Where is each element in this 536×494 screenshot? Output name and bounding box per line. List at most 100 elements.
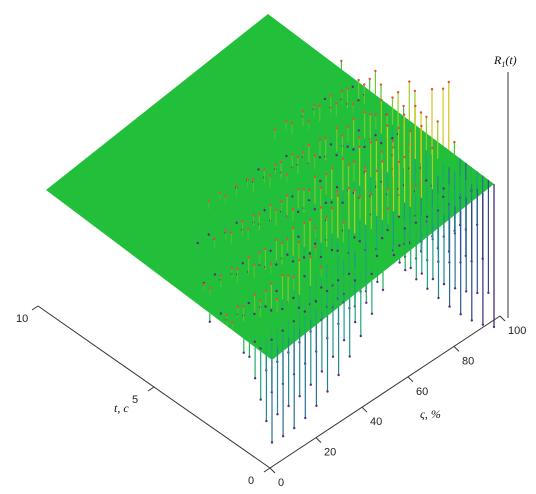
surface-spike-tip	[397, 215, 401, 218]
s-tick-mark	[407, 376, 414, 383]
surface-spike-tip	[236, 305, 240, 308]
surface-spike-tip	[304, 416, 307, 420]
surface-spike-tip	[263, 168, 266, 171]
surface-spike-tip	[442, 282, 446, 286]
s-axis-line	[269, 315, 501, 469]
surface-spike-tip	[307, 143, 311, 147]
surface-spike-tip	[442, 195, 445, 199]
surface-spike-tip	[336, 190, 339, 193]
surface-spike-tip	[336, 249, 339, 252]
surface-spike-tip	[275, 238, 278, 241]
surface-spike-tip	[326, 390, 329, 393]
surface-spike-tip	[230, 266, 234, 269]
surface-spike-tip	[208, 320, 211, 323]
surface-spike-tip	[298, 395, 301, 398]
surface-spike-tip	[297, 235, 300, 238]
surface-spike-tip	[285, 154, 288, 158]
surface-spike-tip	[291, 195, 294, 198]
surface-spike-tip	[247, 301, 250, 305]
surface-spike-tip	[259, 299, 262, 302]
surface-spike-tip	[430, 88, 434, 91]
t-tick-label: 5	[132, 394, 138, 406]
surface-spike-tip	[314, 246, 317, 249]
surface-spike-tip	[231, 321, 234, 324]
surface-spike-tip	[335, 154, 338, 157]
surface-spike-tip	[312, 103, 316, 106]
s-tick-mark	[315, 437, 322, 443]
surface-spike-tip	[264, 247, 267, 250]
surface-spike-tip	[386, 124, 389, 127]
surface-spike-tip	[298, 258, 301, 262]
t-tick-mark	[147, 386, 155, 392]
surface-spike-tip	[413, 89, 417, 93]
surface-spike-tip	[337, 279, 340, 282]
surface-spike-tip	[320, 286, 323, 289]
surface-spike-tip	[397, 160, 401, 164]
surface-spike-tip	[409, 266, 412, 270]
surface-spike-tip	[441, 87, 445, 90]
surface-spike-tip	[281, 273, 284, 277]
surface-spike-tip	[253, 340, 256, 343]
surface-spike-tip	[293, 426, 296, 430]
surface-spike-tip	[337, 373, 340, 377]
surface-spike-tip	[363, 145, 366, 149]
surface-spike-tip	[453, 140, 456, 144]
surface-spike-tip	[470, 319, 473, 322]
surface-spike-tip	[219, 274, 222, 278]
surface-spike-tip	[340, 90, 344, 93]
surface-spike-tip	[313, 175, 317, 179]
surface-spike-tip	[290, 122, 293, 125]
surface-spike-tip	[357, 99, 360, 102]
surface-spike-tip	[358, 145, 361, 148]
surface-spike-tip	[392, 253, 396, 257]
surface-spike-tip	[319, 179, 322, 183]
surface-spike-tip	[431, 277, 435, 281]
surface-spike-tip	[225, 313, 228, 317]
surface-spike-tip	[380, 150, 383, 153]
surface-spike-tip	[448, 305, 451, 308]
surface-spike-tip	[420, 272, 423, 275]
surface-spike-tip	[318, 156, 322, 159]
surface-spike-tip	[415, 278, 418, 281]
surface-spike-tip	[314, 227, 317, 230]
surface-spike-tip	[208, 286, 211, 290]
surface-spike-tip	[385, 113, 389, 117]
surface-spike-tip	[286, 253, 289, 256]
surface-spike-tip	[414, 184, 417, 187]
s-tick-mark	[499, 315, 506, 322]
surface-spike-tip	[207, 233, 210, 236]
surface-spike-tip	[386, 228, 389, 232]
surface-spike-tip	[346, 87, 349, 90]
surface-spike-tip	[369, 112, 372, 116]
surface-spike-tip	[359, 334, 362, 338]
surface-spike-tip	[459, 313, 462, 316]
surface-spike-tip	[481, 323, 485, 326]
surface-spike-tip	[319, 186, 322, 189]
s-tick-label: 60	[416, 386, 428, 398]
surface-spike-tip	[380, 141, 383, 145]
surface-spike-tip	[403, 155, 406, 159]
surface-spike-tip	[236, 267, 239, 271]
surface-spike-tip	[363, 83, 366, 86]
surface-spike-tip	[286, 238, 289, 241]
t-tick-mark	[31, 305, 39, 311]
surface-spike-tip	[420, 124, 423, 128]
surface-spike-tip	[380, 98, 383, 102]
surface-spike-tip	[252, 178, 255, 181]
surface-spike-tip	[414, 104, 417, 108]
surface-spike-tip	[404, 268, 407, 272]
surface-spike-tip	[370, 193, 373, 196]
surface-spike-tip	[492, 325, 496, 329]
surface-spike-tip	[269, 249, 272, 252]
surface-spike-tip	[363, 111, 366, 114]
surface-spike-tip	[335, 126, 338, 130]
surface-spike-tip	[375, 254, 379, 258]
surface-spike-tip	[297, 240, 301, 244]
surface-spike-tip	[302, 188, 306, 191]
surface-spike-tip	[247, 227, 250, 231]
surface-spike-tip	[274, 163, 277, 166]
surface-spike-tip	[437, 296, 440, 300]
surface-spike-tip	[386, 187, 389, 190]
surface-spike-tip	[426, 287, 429, 290]
surface-spike-tip	[398, 244, 401, 247]
